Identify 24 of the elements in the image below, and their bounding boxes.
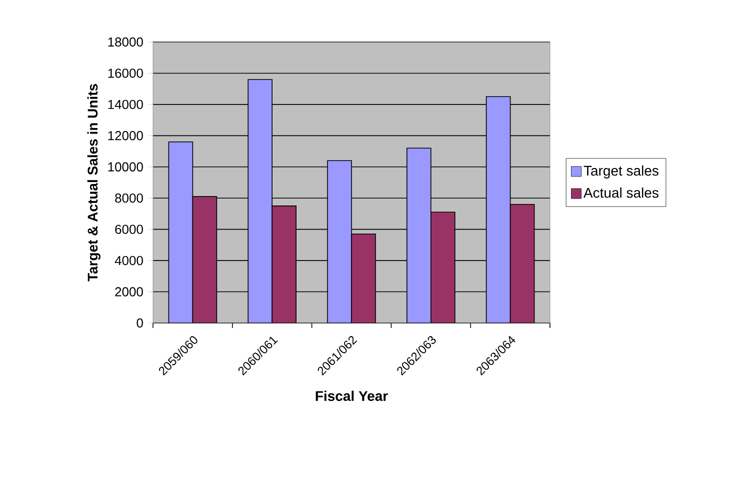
y-tick-label: 6000 xyxy=(115,224,143,234)
y-tick-label: 10000 xyxy=(108,162,143,172)
x-axis-title: Fiscal Year xyxy=(316,390,388,401)
bar xyxy=(192,196,218,323)
y-tick-label: 16000 xyxy=(108,68,143,78)
bar xyxy=(272,206,296,323)
y-tick-label: 2000 xyxy=(115,287,143,296)
bar xyxy=(351,234,376,323)
y-tick-label: 14000 xyxy=(108,100,143,110)
bar xyxy=(510,204,535,323)
y-tick-label: 12000 xyxy=(108,131,143,140)
legend-label: Target sales xyxy=(584,165,658,178)
y-tick-label: 8000 xyxy=(115,194,143,203)
bar xyxy=(327,160,352,323)
bar xyxy=(486,96,511,323)
y-tick-label: 0 xyxy=(136,318,143,328)
bar xyxy=(168,142,194,323)
y-tick-label: 18000 xyxy=(108,37,143,47)
y-tick-label: 4000 xyxy=(114,256,143,266)
y-axis-title: Target & Actual Sales in Units xyxy=(87,84,100,282)
bar xyxy=(248,79,272,323)
legend-label: Actual sales xyxy=(584,187,658,198)
bar xyxy=(430,212,456,323)
bar xyxy=(406,148,432,323)
